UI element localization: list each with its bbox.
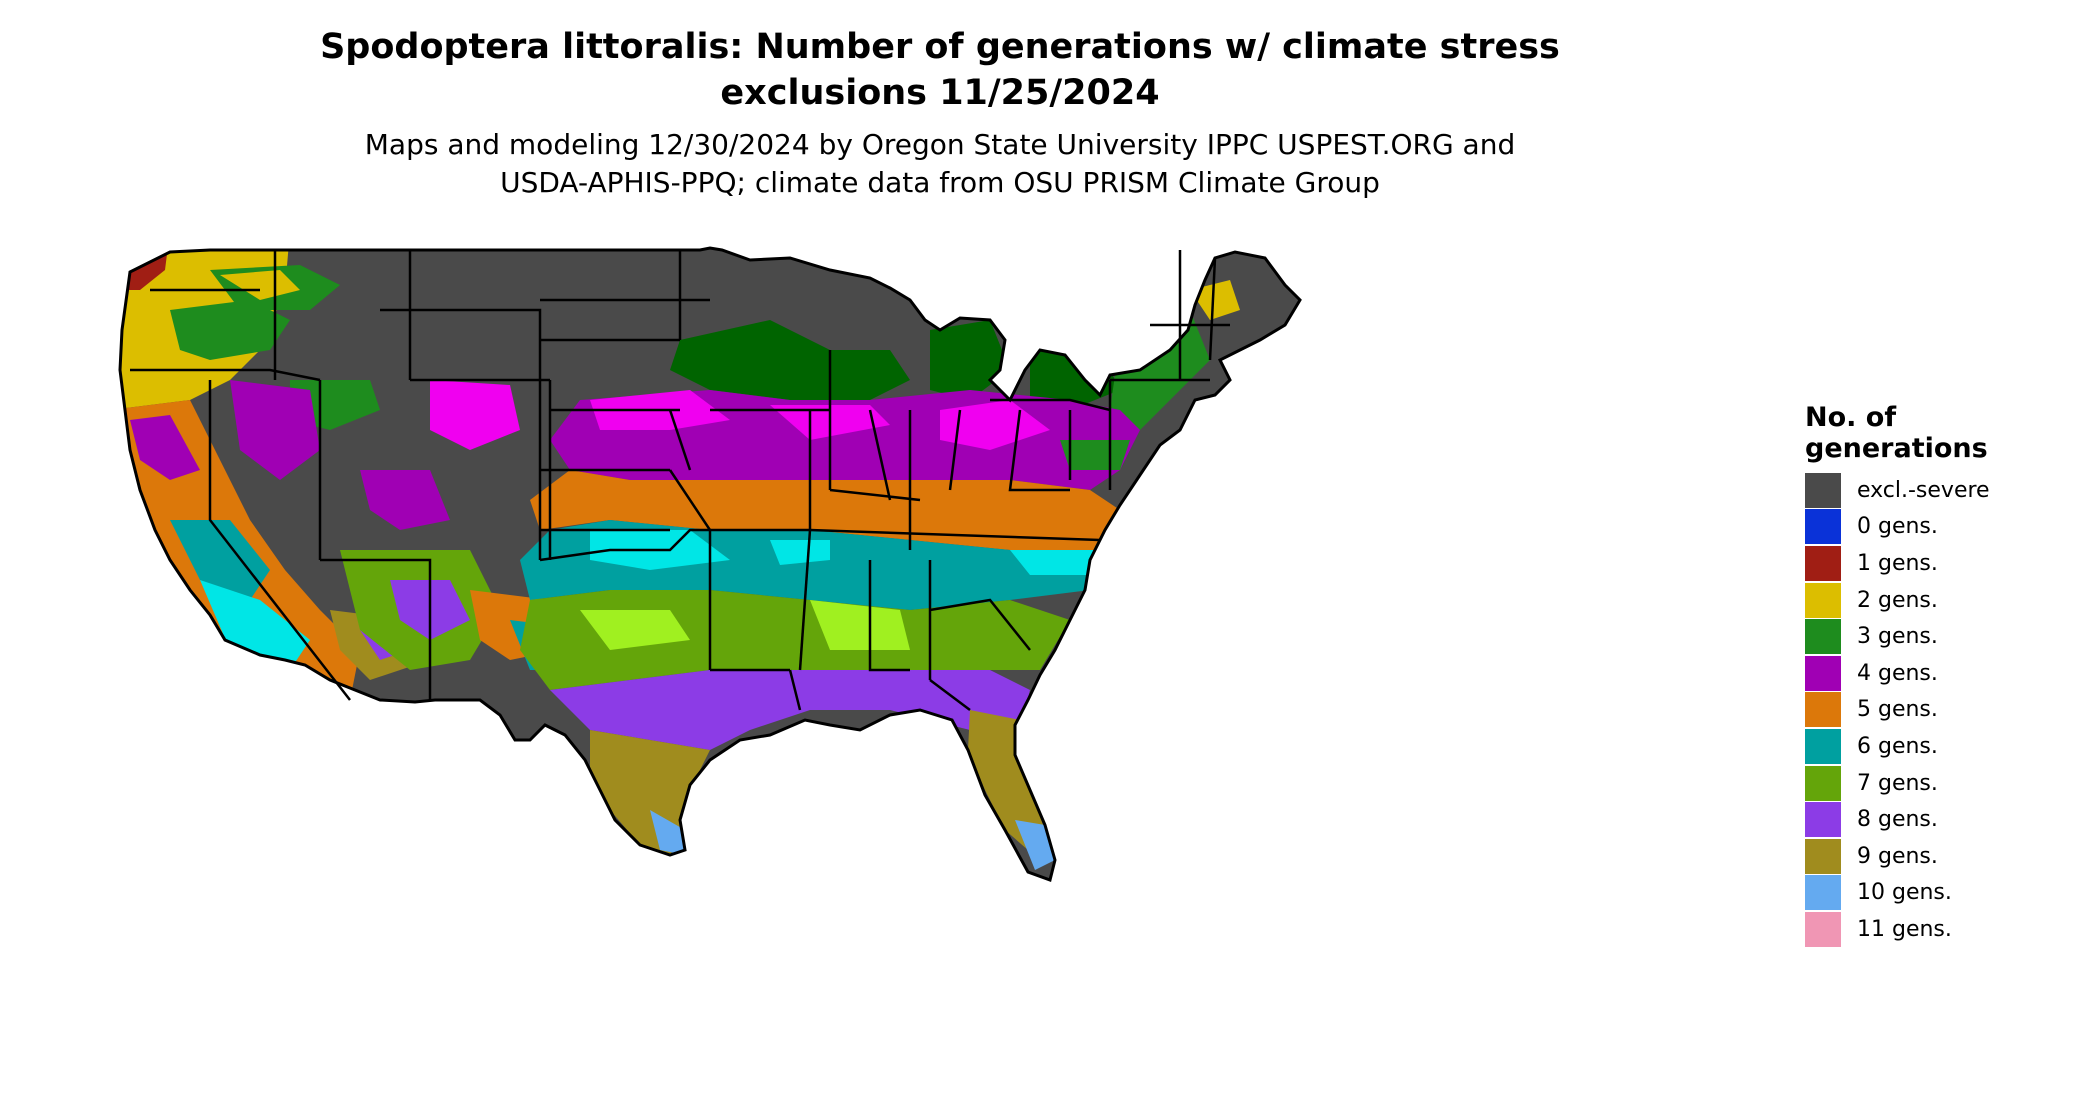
legend-swatch <box>1805 911 1841 947</box>
legend-swatch <box>1805 765 1841 801</box>
us-generations-map <box>110 230 1790 1110</box>
legend-swatch <box>1805 619 1841 655</box>
legend-swatch <box>1805 472 1841 508</box>
legend-item: 9 gens. <box>1805 838 2085 875</box>
legend-item: 4 gens. <box>1805 655 2085 692</box>
legend-items: excl.-severe 0 gens. 1 gens. 2 gens. 3 gens.… <box>1805 472 2085 948</box>
legend-item: 2 gens. <box>1805 582 2085 619</box>
legend-swatch <box>1805 728 1841 764</box>
legend-swatch <box>1805 875 1841 911</box>
map-subtitle: Maps and modeling 12/30/2024 by Oregon S… <box>364 128 1516 199</box>
legend-label: excl.-severe <box>1857 477 1990 503</box>
legend-label: 3 gens. <box>1857 624 1938 650</box>
legend-item: 10 gens. <box>1805 875 2085 912</box>
legend-label: 4 gens. <box>1857 660 1938 686</box>
legend-label: 7 gens. <box>1857 770 1938 796</box>
legend-item: 5 gens. <box>1805 692 2085 729</box>
legend-item: 8 gens. <box>1805 801 2085 838</box>
legend-item: 0 gens. <box>1805 509 2085 546</box>
legend-swatch <box>1805 582 1841 618</box>
legend-label: 8 gens. <box>1857 807 1938 833</box>
legend-item: 11 gens. <box>1805 911 2085 948</box>
legend-swatch <box>1805 802 1841 838</box>
legend-swatch <box>1805 692 1841 728</box>
legend-label: 10 gens. <box>1857 880 1952 906</box>
legend-swatch <box>1805 545 1841 581</box>
legend-label: 9 gens. <box>1857 843 1938 869</box>
legend-item: 3 gens. <box>1805 618 2085 655</box>
legend-item: 6 gens. <box>1805 728 2085 765</box>
legend-label: 11 gens. <box>1857 916 1952 942</box>
legend-swatch <box>1805 655 1841 691</box>
map-title: Spodoptera littoralis: Number of generat… <box>320 27 1560 113</box>
legend-item: 7 gens. <box>1805 765 2085 802</box>
legend-label: 2 gens. <box>1857 587 1938 613</box>
legend-label: 0 gens. <box>1857 514 1938 540</box>
legend-title: No. of generations <box>1805 402 1988 464</box>
legend-label: 1 gens. <box>1857 550 1938 576</box>
legend-swatch <box>1805 509 1841 545</box>
legend-item: excl.-severe <box>1805 472 2085 509</box>
legend: No. of generations excl.-severe 0 gens. 1 … <box>1805 402 2085 948</box>
legend-item: 1 gens. <box>1805 545 2085 582</box>
legend-label: 6 gens. <box>1857 733 1938 759</box>
legend-label: 5 gens. <box>1857 697 1938 723</box>
legend-swatch <box>1805 838 1841 874</box>
